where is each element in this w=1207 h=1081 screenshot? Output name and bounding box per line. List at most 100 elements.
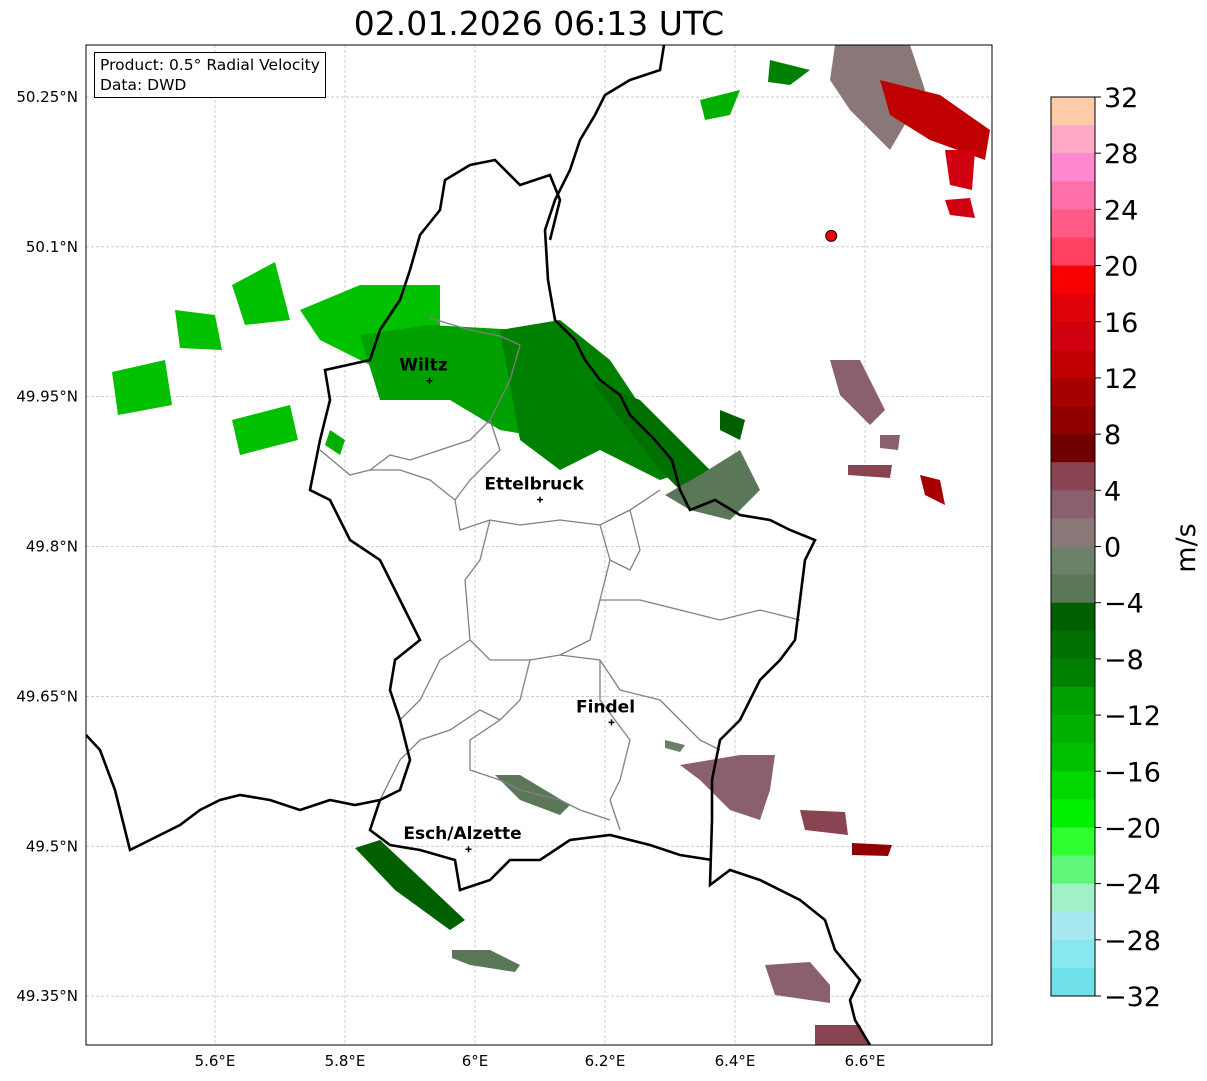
city-marker-icon [537, 496, 543, 503]
velocity-echo [355, 840, 465, 930]
colorbar-segment [1051, 406, 1095, 435]
colorbar-segment [1051, 686, 1095, 716]
colorbar-segment [1051, 602, 1095, 632]
velocity-echo [800, 810, 848, 835]
colorbar-segment [1051, 349, 1095, 379]
velocity-echo [830, 45, 925, 150]
colorbar-unit-label: m/s [1171, 523, 1202, 572]
colorbar-segment [1051, 939, 1095, 969]
velocity-echo [665, 740, 685, 752]
colorbar-segment [1051, 153, 1095, 182]
colorbar-segment [1051, 490, 1095, 519]
colorbar-segment [1051, 265, 1095, 295]
colorbar-segment [1051, 715, 1095, 744]
colorbar-tick-label: −32 [1104, 982, 1161, 1013]
lat-tick-label: 50.25°N [16, 88, 78, 106]
colorbar-tick-label: −28 [1104, 926, 1161, 957]
colorbar-segment [1051, 967, 1095, 997]
colorbar-tick-label: −4 [1104, 589, 1144, 620]
colorbar-segment [1051, 181, 1095, 210]
colorbar-tick-label: 32 [1104, 83, 1138, 114]
velocity-echo [920, 475, 945, 505]
colorbar-tick-label: 16 [1104, 308, 1138, 339]
data-source-label: Data: DWD [100, 76, 187, 94]
velocity-echo [590, 380, 720, 510]
colorbar-tick-label: −12 [1104, 701, 1161, 732]
colorbar-tick-label: −16 [1104, 757, 1161, 788]
lat-tick-label: 49.8°N [26, 538, 78, 556]
colorbar-segment [1051, 125, 1095, 154]
velocity-echo [700, 90, 740, 120]
country-borders [86, 45, 872, 1045]
velocity-echo [452, 950, 520, 972]
city-marker-icon [608, 719, 615, 726]
lon-tick-label: 5.8°E [325, 1052, 366, 1070]
velocity-echo [945, 150, 975, 190]
lon-tick-label: 6.4°E [715, 1052, 756, 1070]
colorbar-segment [1051, 911, 1095, 941]
colorbar-segment [1051, 827, 1095, 857]
city-marker-icon [426, 377, 433, 384]
axes-frame [85, 44, 993, 1046]
lon-tick-label: 6.6°E [845, 1052, 886, 1070]
lat-tick-label: 49.65°N [16, 687, 78, 705]
colorbar-segment [1051, 321, 1095, 351]
velocity-echo [665, 450, 760, 520]
city-marker-icon [465, 846, 472, 853]
colorbar-segment [1051, 377, 1095, 407]
city-label: Ettelbruck [484, 475, 584, 495]
colorbar-tick-label: 24 [1104, 195, 1138, 226]
chart-title: 02.01.2026 06:13 UTC [353, 4, 725, 43]
colorbar-segment [1051, 658, 1095, 688]
velocity-echo [680, 755, 775, 820]
colorbar-segment [1051, 799, 1095, 828]
velocity-echo [880, 80, 990, 160]
velocity-echo [232, 262, 290, 325]
lon-tick-label: 5.6°E [195, 1052, 236, 1070]
colorbar-segment [1051, 855, 1095, 885]
colorbar-tick-label: 0 [1104, 533, 1121, 564]
colorbar-segment [1051, 743, 1095, 772]
velocity-echo [945, 198, 975, 218]
colorbar-segment [1051, 209, 1095, 238]
velocity-echo [325, 430, 345, 455]
colorbar-tick-label: −24 [1104, 870, 1161, 901]
velocity-echo [768, 60, 810, 85]
colorbar-tick-label: −20 [1104, 813, 1161, 844]
velocity-echo [112, 360, 172, 415]
velocity-echo [848, 465, 892, 478]
velocity-echo [830, 360, 885, 425]
velocity-echo [765, 962, 830, 1003]
velocity-echo [495, 775, 570, 815]
lat-tick-label: 49.35°N [16, 987, 78, 1005]
colorbar-segment [1051, 630, 1095, 660]
velocity-echo [232, 405, 298, 455]
colorbar-segment [1051, 546, 1095, 576]
colorbar: 32 28 24 20 16 12 8 4 0 −4 −8 −12 −16 −20 −24 −28 −32 [1050, 83, 1161, 1013]
colorbar-segment [1051, 237, 1095, 267]
velocity-echo [852, 843, 892, 856]
gridlines [86, 45, 992, 1045]
colorbar-segment [1051, 97, 1095, 126]
velocity-echo [815, 1025, 870, 1045]
lat-tick-label: 49.5°N [26, 837, 78, 855]
colorbar-tick-label: 28 [1104, 139, 1138, 170]
velocity-echo [880, 435, 900, 450]
colorbar-tick-label: 20 [1104, 252, 1138, 283]
lon-tick-label: 6°E [462, 1052, 489, 1070]
colorbar-segment [1051, 293, 1095, 323]
velocity-echo [175, 310, 222, 350]
radar-site-marker [825, 229, 838, 242]
city-label: Esch/Alzette [403, 824, 521, 844]
colorbar-segment [1051, 518, 1095, 547]
colorbar-segment [1051, 771, 1095, 800]
radar-echoes [112, 45, 990, 1045]
colorbar-segment [1051, 462, 1095, 491]
lon-tick-label: 6.2°E [585, 1052, 626, 1070]
city-label: Findel [576, 697, 635, 717]
product-info-box: Product: 0.5° Radial Velocity Data: DWD [94, 52, 326, 98]
colorbar-tick-label: 12 [1104, 364, 1138, 395]
lat-tick-label: 49.95°N [16, 388, 78, 406]
colorbar-tick-label: 8 [1104, 420, 1121, 451]
